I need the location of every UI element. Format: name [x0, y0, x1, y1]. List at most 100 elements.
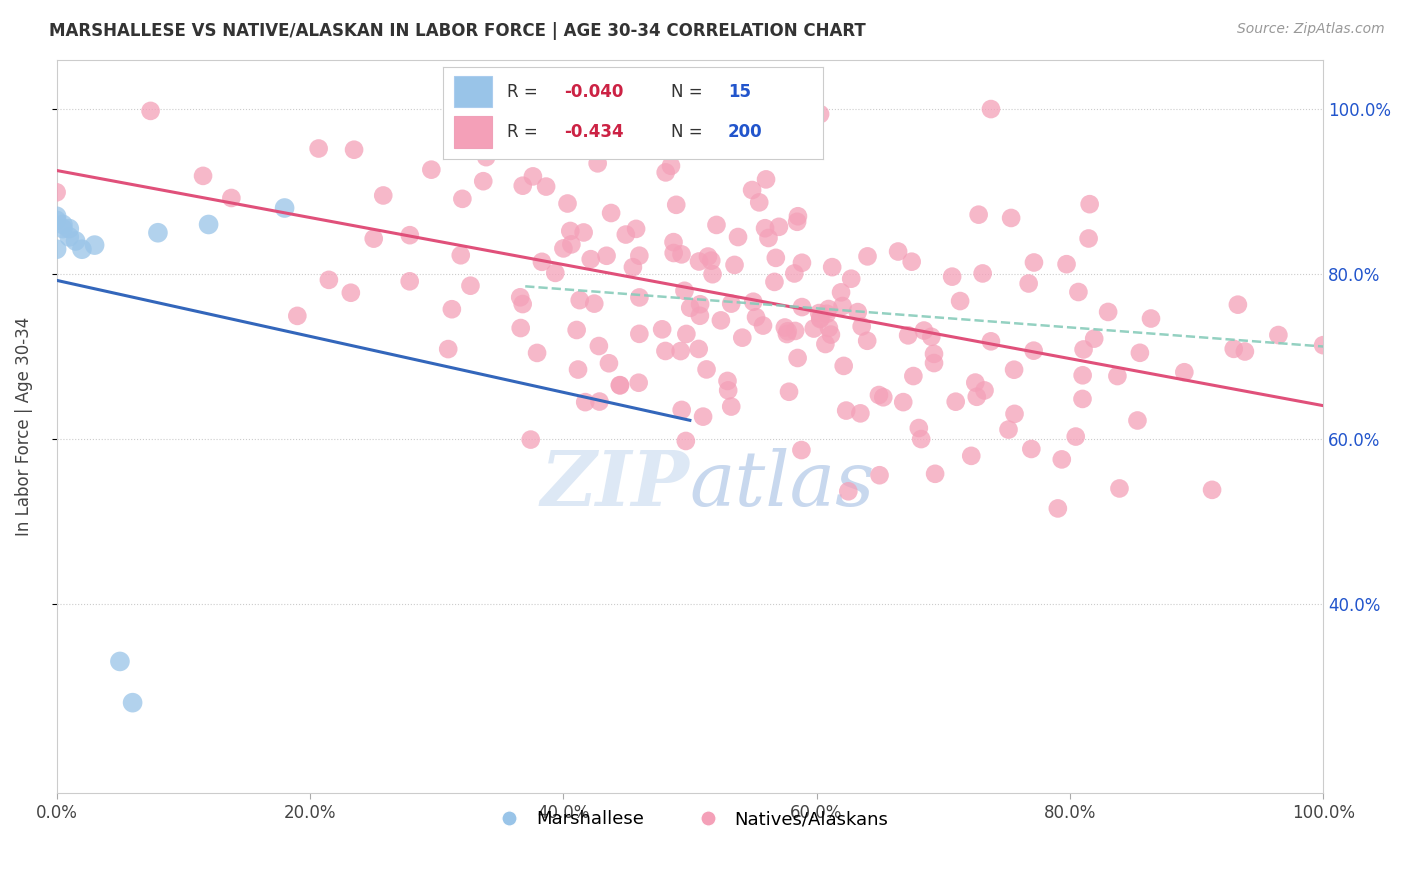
Point	[922, 356, 945, 370]
Point	[522, 169, 544, 184]
Point	[139, 103, 162, 118]
Point	[1126, 413, 1149, 427]
Point	[768, 219, 790, 234]
Point	[790, 300, 813, 314]
Point	[868, 388, 890, 402]
Point	[741, 183, 763, 197]
Point	[420, 162, 443, 177]
Point	[1000, 211, 1022, 225]
Point	[910, 432, 932, 446]
Point	[808, 311, 831, 326]
Point	[530, 255, 553, 269]
Point	[45, 213, 67, 227]
Point	[967, 208, 990, 222]
Point	[945, 394, 967, 409]
Point	[1108, 482, 1130, 496]
Point	[1021, 442, 1043, 456]
Point	[1078, 197, 1101, 211]
Point	[318, 273, 340, 287]
Point	[785, 324, 807, 338]
Point	[121, 696, 143, 710]
Point	[688, 254, 710, 268]
Point	[765, 251, 787, 265]
Point	[197, 218, 219, 232]
Point	[398, 274, 420, 288]
Point	[450, 248, 472, 262]
Point	[1073, 343, 1095, 357]
Point	[965, 376, 987, 390]
Point	[689, 309, 711, 323]
Point	[830, 285, 852, 300]
Point	[519, 433, 541, 447]
Point	[831, 299, 853, 313]
Point	[803, 321, 825, 335]
Point	[754, 221, 776, 235]
Point	[588, 339, 610, 353]
Point	[973, 384, 995, 398]
Point	[949, 294, 972, 309]
Point	[783, 267, 806, 281]
Point	[723, 258, 745, 272]
Point	[340, 285, 363, 300]
Point	[671, 247, 693, 261]
Point	[872, 390, 894, 404]
Point	[903, 369, 925, 384]
Point	[1083, 332, 1105, 346]
Point	[628, 326, 651, 341]
Point	[1077, 231, 1099, 245]
Point	[651, 322, 673, 336]
Point	[440, 302, 463, 317]
Point	[900, 254, 922, 268]
Point	[696, 362, 718, 376]
Point	[720, 400, 742, 414]
Point	[808, 312, 831, 326]
Point	[659, 159, 682, 173]
Point	[731, 331, 754, 345]
Point	[786, 215, 808, 229]
Point	[675, 326, 697, 341]
Point	[662, 235, 685, 249]
Point	[820, 327, 842, 342]
Point	[363, 232, 385, 246]
Point	[484, 127, 506, 141]
Point	[1129, 346, 1152, 360]
Point	[588, 394, 610, 409]
Point	[83, 238, 105, 252]
Point	[808, 107, 831, 121]
Point	[679, 301, 702, 315]
Point	[1004, 407, 1026, 421]
Point	[790, 443, 813, 458]
Point	[997, 423, 1019, 437]
Point	[1064, 429, 1087, 443]
Point	[1046, 501, 1069, 516]
Point	[52, 218, 75, 232]
Point	[544, 266, 567, 280]
Point	[856, 334, 879, 348]
Point	[851, 319, 873, 334]
Point	[832, 359, 855, 373]
Point	[702, 267, 724, 281]
Point	[553, 241, 575, 255]
Point	[460, 278, 482, 293]
Legend: Marshallese, Natives/Alaskans: Marshallese, Natives/Alaskans	[484, 803, 896, 836]
Point	[627, 376, 650, 390]
Point	[776, 324, 799, 338]
Point	[45, 209, 67, 223]
Point	[579, 252, 602, 267]
Point	[779, 143, 801, 157]
Point	[221, 191, 243, 205]
Point	[980, 334, 1002, 349]
Point	[191, 169, 214, 183]
Point	[526, 346, 548, 360]
Point	[755, 172, 778, 186]
Point	[697, 250, 720, 264]
Point	[912, 324, 935, 338]
Point	[567, 362, 589, 376]
Point	[1140, 311, 1163, 326]
Point	[817, 301, 839, 316]
Point	[897, 328, 920, 343]
Point	[373, 188, 395, 202]
Point	[475, 150, 498, 164]
Point	[742, 294, 765, 309]
Point	[512, 297, 534, 311]
